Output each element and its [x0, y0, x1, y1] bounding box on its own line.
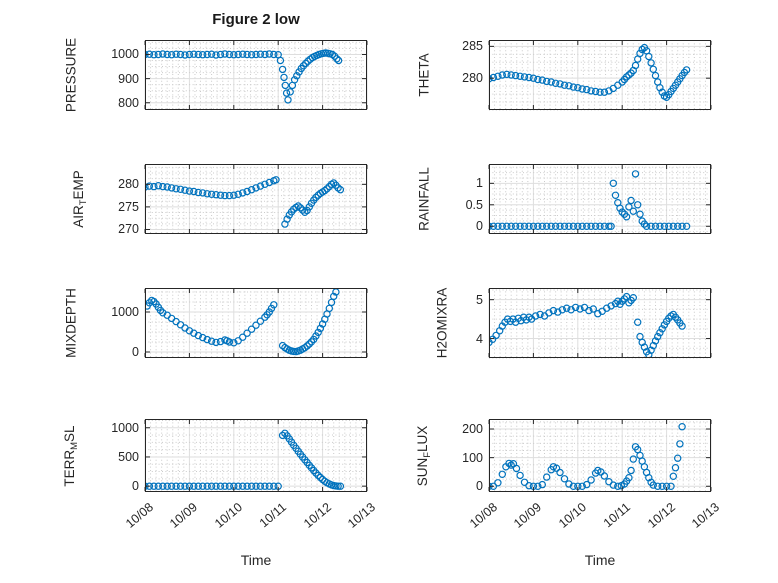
y-tick-label-air-temp: 270 — [118, 222, 139, 237]
y-axis-label-pressure: PRESSURE — [63, 37, 79, 113]
x-tick-label: 10/10 — [555, 500, 589, 531]
scatter-series-theta — [490, 43, 691, 102]
y-axis-label-terr-msl: TERRMSL — [61, 424, 81, 487]
x-axis-label: Time — [240, 552, 272, 568]
scatter-series-air-temp — [146, 176, 345, 228]
y-tick-label-air-temp: 280 — [118, 177, 139, 192]
y-tick-label-pressure: 900 — [118, 71, 139, 86]
y-tick-label-mixdepth: 1000 — [111, 305, 139, 319]
x-tick-label: 10/08 — [467, 500, 500, 531]
y-tick-label-h2omixra: 4 — [476, 331, 483, 346]
y-tick-label-pressure: 1000 — [111, 47, 139, 62]
y-axis-label-sun-flux: SUNFLUX — [414, 425, 434, 486]
y-axis-label-mixdepth: MIXDEPTH — [63, 288, 79, 358]
figure-title: Figure 2 low — [212, 11, 300, 28]
x-tick-label: 10/11 — [256, 500, 290, 531]
x-tick-label: 10/11 — [600, 500, 634, 531]
y-tick-label-rainfall: 0.5 — [465, 197, 483, 212]
plot-area-theta — [488, 40, 712, 111]
y-axis-label-theta: THETA — [416, 53, 432, 97]
y-tick-label-theta: 280 — [462, 71, 483, 86]
y-axis-label-rainfall: RAINFALL — [416, 167, 432, 231]
x-tick-label: 10/09 — [167, 500, 201, 531]
x-tick-label: 10/09 — [511, 500, 545, 531]
scatter-series-pressure — [146, 49, 343, 104]
y-tick-label-h2omixra: 5 — [476, 292, 483, 307]
x-tick-label: 10/12 — [644, 500, 678, 531]
y-axis-label-air-temp: AIRTEMP — [70, 170, 90, 228]
plot-area-air-temp — [144, 164, 368, 234]
y-tick-label-pressure: 800 — [118, 95, 139, 110]
y-axis-label-h2omixra: H2OMIXRA — [434, 287, 450, 359]
x-axis-label: Time — [584, 552, 616, 568]
x-tick-label: 10/13 — [689, 500, 722, 531]
scatter-series-mixdepth — [146, 289, 340, 356]
plot-area-h2omixra — [488, 288, 712, 359]
x-tick-label: 10/10 — [211, 500, 245, 531]
y-tick-label-rainfall: 0 — [476, 219, 483, 234]
plot-area-rainfall — [488, 164, 712, 234]
scatter-series-h2omixra — [490, 292, 686, 357]
x-tick-label: 10/12 — [300, 500, 334, 531]
y-tick-label-sun-flux: 100 — [462, 450, 483, 465]
plot-area-mixdepth — [144, 288, 368, 358]
y-tick-label-rainfall: 1 — [476, 176, 483, 191]
y-tick-label-terr-msl: 0 — [132, 479, 139, 494]
y-tick-label-theta: 285 — [462, 39, 483, 54]
y-tick-label-air-temp: 275 — [118, 199, 139, 214]
plot-area-pressure — [144, 40, 368, 110]
x-tick-label: 10/08 — [123, 500, 156, 531]
y-tick-label-sun-flux: 0 — [476, 479, 483, 494]
y-tick-label-sun-flux: 200 — [462, 422, 483, 437]
y-tick-label-mixdepth: 0 — [132, 345, 139, 359]
y-tick-label-terr-msl: 500 — [118, 449, 139, 464]
plot-area-sun-flux — [488, 419, 712, 492]
plot-area-terr-msl — [144, 419, 368, 492]
x-tick-label: 10/13 — [345, 500, 378, 531]
y-tick-label-terr-msl: 1000 — [111, 420, 139, 435]
